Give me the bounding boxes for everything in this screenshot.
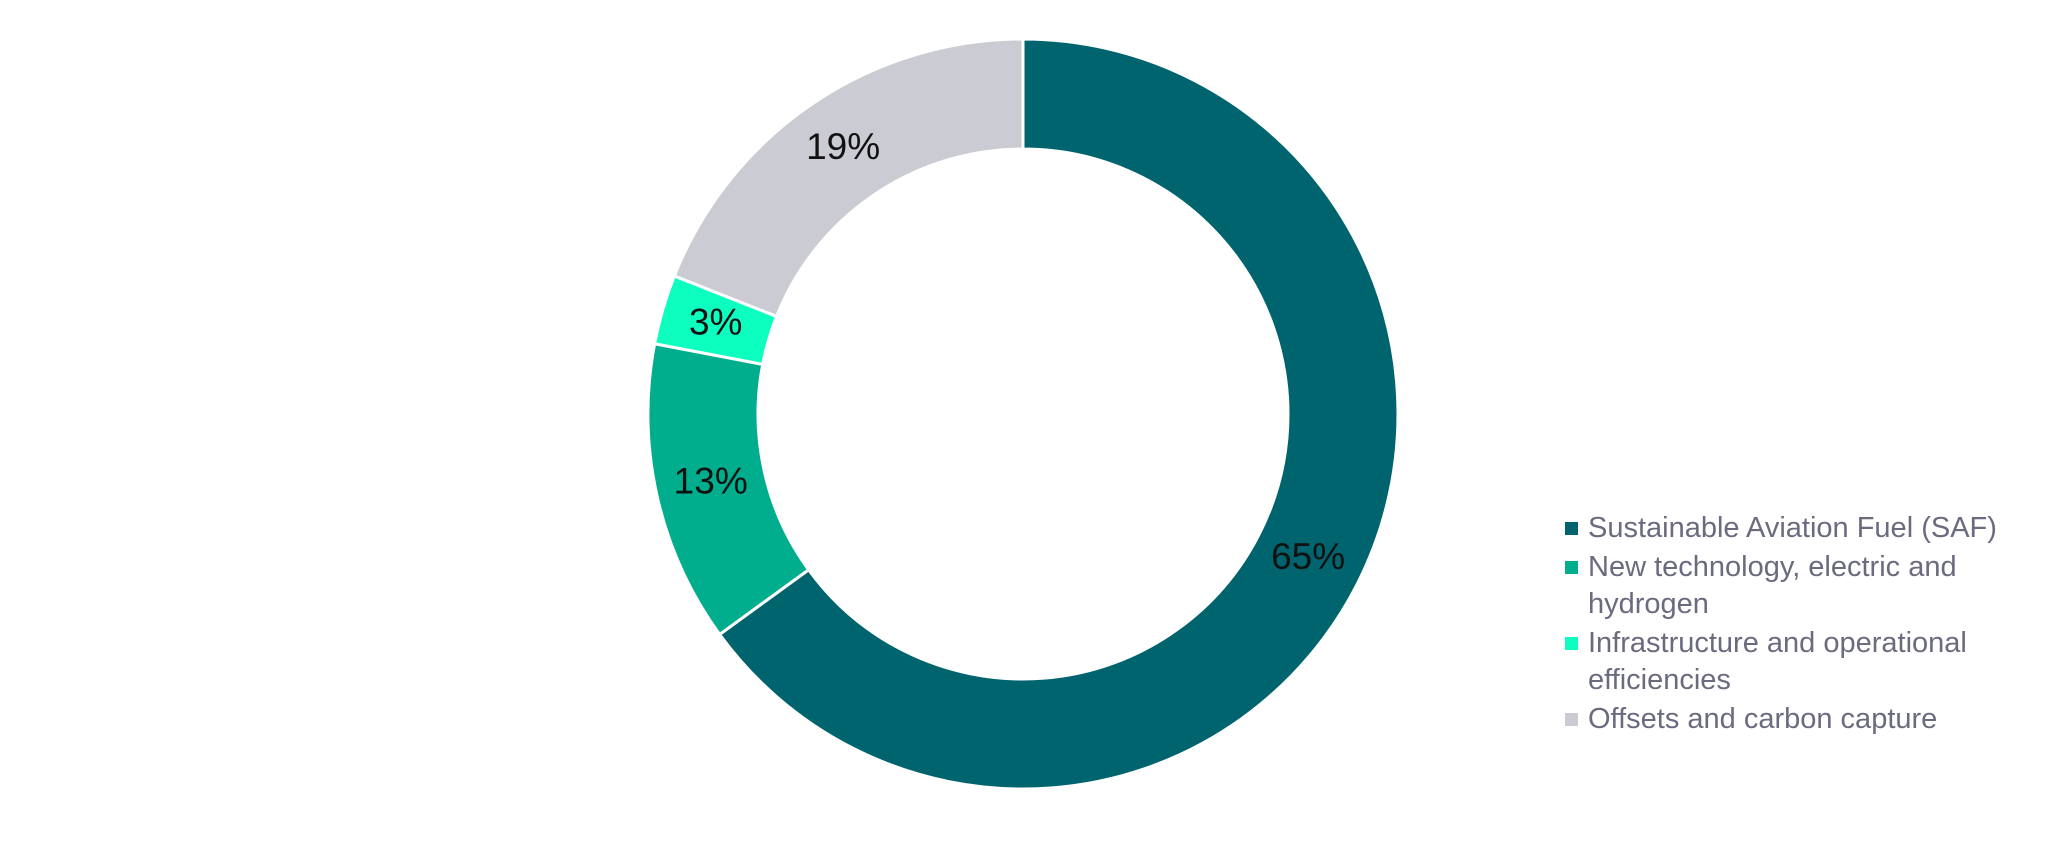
- legend: Sustainable Aviation Fuel (SAF) New techn…: [1565, 510, 2025, 740]
- legend-swatch: [1565, 561, 1578, 574]
- legend-label: Infrastructure and operational efficienc…: [1588, 627, 1967, 696]
- legend-item: Offsets and carbon capture: [1565, 701, 2025, 738]
- data-label: 19%: [806, 126, 880, 167]
- legend-item: Infrastructure and operational efficienc…: [1565, 625, 2025, 699]
- legend-swatch: [1565, 522, 1578, 535]
- legend-swatch: [1565, 713, 1578, 726]
- legend-swatch: [1565, 637, 1578, 650]
- data-label: 3%: [689, 302, 742, 343]
- legend-item: Sustainable Aviation Fuel (SAF): [1565, 510, 2025, 547]
- legend-label: Sustainable Aviation Fuel (SAF): [1588, 512, 1997, 544]
- donut-segment: [717, 37, 1400, 791]
- donut-segment: [672, 37, 1025, 319]
- legend-label: Offsets and carbon capture: [1588, 703, 1938, 735]
- legend-label: New technology, electric and hydrogen: [1588, 551, 1957, 620]
- data-label: 65%: [1271, 536, 1345, 577]
- legend-item: New technology, electric and hydrogen: [1565, 549, 2025, 623]
- data-label: 13%: [674, 461, 748, 502]
